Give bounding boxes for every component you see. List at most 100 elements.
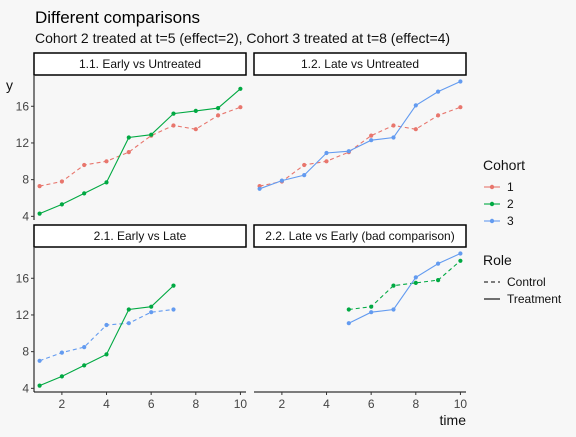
data-point: [37, 184, 42, 189]
y-tick-label: 4: [22, 381, 29, 395]
series-line-cohort-1-control: [259, 106, 461, 187]
data-point: [436, 113, 441, 118]
series-line-cohort-3-treatment: [259, 80, 461, 190]
data-point: [436, 89, 441, 94]
data-point: [458, 258, 463, 263]
data-point: [257, 186, 262, 191]
x-tick-label: 10: [234, 397, 248, 411]
data-point: [104, 159, 109, 164]
data-point: [149, 310, 154, 315]
data-point: [346, 307, 351, 312]
facet-strip-label: 1.1. Early vs Untreated: [79, 57, 201, 71]
data-point: [126, 150, 131, 155]
data-point: [324, 150, 329, 156]
data-point: [458, 79, 463, 84]
data-point: [279, 178, 284, 183]
data-point: [458, 105, 463, 110]
y-tick-label: 16: [16, 99, 30, 113]
series-line-cohort-2-treatment: [39, 285, 174, 387]
data-point: [413, 275, 418, 280]
facet-panel: 2.1. Early vs Late 4 8 12 16 2 4 6 8 10: [16, 224, 248, 411]
legend-title-role: Role: [483, 252, 512, 268]
data-point: [413, 127, 418, 132]
facet-strip-label: 1.2. Late vs Untreated: [301, 57, 419, 71]
data-point: [302, 162, 307, 168]
data-point: [59, 350, 64, 355]
legend-key-point: [489, 218, 495, 224]
data-point: [37, 211, 42, 216]
y-tick-label: 8: [22, 173, 29, 187]
data-point: [413, 103, 418, 108]
data-point: [238, 105, 243, 110]
x-tick-label: 8: [412, 397, 419, 411]
y-axis-title: y: [6, 77, 13, 93]
series-line-cohort-2-treatment: [39, 88, 241, 215]
series-line-cohort-3-treatment: [348, 252, 461, 324]
y-tick-label: 16: [16, 271, 30, 285]
data-point: [391, 307, 396, 312]
data-point: [126, 135, 131, 140]
data-point: [59, 374, 64, 379]
data-point: [369, 133, 374, 138]
x-tick-label: 8: [192, 397, 199, 411]
legend-key-point: [489, 184, 495, 190]
y-tick-label: 12: [16, 308, 30, 322]
facet-panels: 1.1. Early vs Untreated 4 8 12 16 1.2. Late v…: [16, 52, 468, 411]
data-point: [149, 304, 154, 309]
data-point: [193, 108, 198, 113]
legend-label-cohort: 2: [507, 197, 514, 211]
data-point: [37, 383, 42, 388]
data-point: [216, 113, 221, 118]
facet-strip: [33, 224, 247, 248]
data-point: [82, 162, 87, 168]
data-point: [82, 345, 87, 350]
data-point: [171, 307, 176, 312]
x-tick-label: 10: [454, 397, 468, 411]
data-point: [82, 191, 87, 196]
data-point: [436, 278, 441, 283]
x-tick-label: 6: [368, 397, 375, 411]
x-tick-label: 2: [279, 397, 286, 411]
data-point: [346, 149, 351, 154]
data-point: [413, 280, 418, 285]
chart-title: Different comparisons: [35, 8, 200, 27]
facet-strip: [253, 52, 467, 76]
facet-panel: 1.1. Early vs Untreated 4 8 12 16: [16, 52, 247, 223]
facet-strip: [253, 224, 467, 248]
legend-label-cohort: 1: [507, 180, 514, 194]
data-point: [82, 363, 87, 368]
data-point: [171, 283, 176, 288]
y-tick-label: 12: [16, 136, 30, 150]
data-point: [59, 202, 64, 207]
legend-label-cohort: 3: [507, 214, 514, 228]
legend-title-cohort: Cohort: [483, 157, 525, 173]
facet-strip-label: 2.2. Late vs Early (bad comparison): [265, 229, 454, 243]
facet-strip-label: 2.1. Early vs Late: [94, 229, 187, 243]
data-point: [126, 307, 131, 312]
x-tick-label: 6: [148, 397, 155, 411]
data-point: [302, 173, 307, 178]
data-point: [391, 283, 396, 288]
data-point: [126, 321, 131, 326]
data-point: [216, 106, 221, 111]
data-point: [59, 179, 64, 184]
data-point: [324, 159, 329, 164]
facet-strip: [33, 52, 247, 76]
facet-panel: 2.2. Late vs Early (bad comparison) 2 4 6 8 1…: [253, 224, 468, 411]
data-point: [436, 261, 441, 266]
data-point: [458, 251, 463, 256]
data-point: [193, 127, 198, 132]
data-point: [171, 111, 176, 116]
legend-label-role: Treatment: [507, 292, 562, 306]
y-tick-label: 8: [22, 345, 29, 359]
data-point: [369, 310, 374, 315]
series-line-cohort-1-control: [39, 106, 241, 187]
data-point: [391, 123, 396, 128]
data-point: [369, 138, 374, 143]
x-tick-label: 2: [59, 397, 66, 411]
x-tick-label: 4: [323, 397, 330, 411]
facet-panel: 1.2. Late vs Untreated: [253, 52, 467, 191]
data-point: [104, 180, 109, 185]
